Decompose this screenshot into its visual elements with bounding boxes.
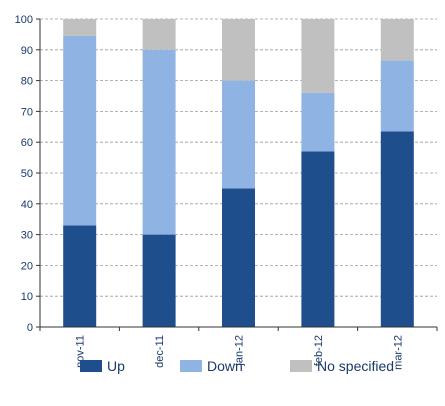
x-tick-label: mar-12 [392,335,404,370]
bar-up-feb-12 [301,151,335,327]
legend-label: No specified [317,358,394,374]
y-tick-label: 100 [15,14,33,26]
bar-no-specified-nov-11 [63,19,97,36]
x-tick-labels: nov-11 dec-11 jan-12 feb-12 mar-12 [75,335,405,370]
legend-label: Up [107,358,125,374]
bar-up-jan-12 [222,188,255,327]
bar-down-nov-11 [63,35,97,226]
y-tick-label: 50 [21,168,33,180]
legend-swatch-no-specified [290,360,312,372]
legend-label: Down [207,358,243,374]
bar-no-specified-jan-12 [222,19,255,81]
x-tick-label: feb-12 [313,335,325,366]
y-tick-label: 70 [21,106,33,118]
legend: Up Down No specified [80,358,394,374]
y-tick-label: 0 [27,322,33,334]
y-tick-label: 90 [21,45,33,57]
bar-down-feb-12 [301,92,335,152]
bar-down-jan-12 [222,80,255,189]
bar-no-specified-feb-12 [301,19,335,93]
bar-up-nov-11 [63,225,97,327]
y-tick-labels: 0 10 20 30 40 50 60 70 80 90 100 [15,14,33,334]
y-tick-label: 60 [21,137,33,149]
legend-swatch-down [180,360,202,372]
bar-no-specified-mar-12 [380,19,414,61]
bar-down-mar-12 [380,60,414,132]
y-tick-label: 40 [21,199,33,211]
x-tick-label: nov-11 [75,335,87,368]
bar-up-mar-12 [380,131,414,327]
y-tick-label: 20 [21,260,33,272]
bar-up-dec-11 [142,234,176,327]
x-tick-label: dec-11 [154,335,166,368]
x-tick-label: jan-12 [234,335,246,367]
y-tick-label: 80 [21,76,33,88]
bars [63,19,414,327]
legend-swatch-up [80,360,102,372]
y-tick-label: 10 [21,291,33,303]
y-tick-label: 30 [21,230,33,242]
axes [36,18,438,331]
bar-no-specified-dec-11 [142,19,176,50]
gridlines [40,18,437,297]
bar-down-dec-11 [142,49,176,235]
